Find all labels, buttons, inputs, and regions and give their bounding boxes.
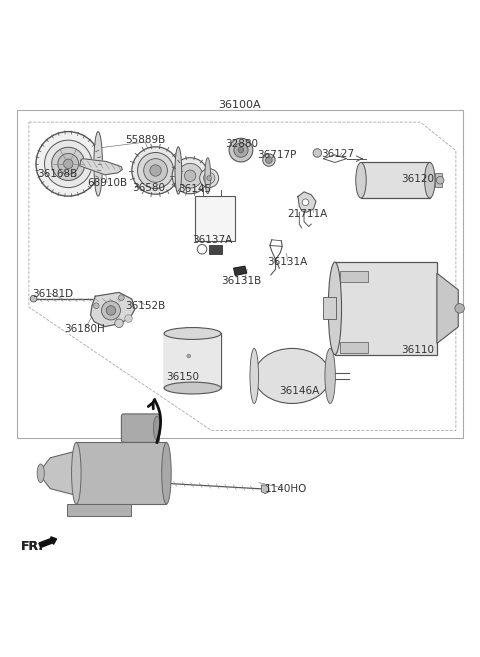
Ellipse shape bbox=[94, 131, 102, 196]
Text: 36131A: 36131A bbox=[267, 257, 308, 267]
Ellipse shape bbox=[205, 158, 211, 194]
Bar bbox=[361, 162, 430, 198]
Text: 36137A: 36137A bbox=[192, 235, 233, 245]
Ellipse shape bbox=[325, 348, 336, 403]
Circle shape bbox=[178, 164, 203, 188]
Ellipse shape bbox=[154, 417, 160, 440]
Polygon shape bbox=[261, 485, 269, 493]
Text: FR.: FR. bbox=[21, 540, 44, 553]
Circle shape bbox=[204, 172, 215, 184]
Circle shape bbox=[207, 175, 212, 181]
Bar bbox=[195, 196, 235, 240]
Bar bbox=[340, 342, 368, 353]
Ellipse shape bbox=[424, 162, 435, 198]
Text: 36127: 36127 bbox=[322, 149, 355, 159]
Circle shape bbox=[101, 301, 120, 320]
Ellipse shape bbox=[162, 442, 171, 504]
Text: 36152B: 36152B bbox=[125, 301, 166, 311]
Bar bbox=[340, 271, 368, 282]
Circle shape bbox=[30, 295, 37, 302]
Ellipse shape bbox=[37, 464, 44, 482]
Circle shape bbox=[132, 147, 179, 194]
Circle shape bbox=[200, 169, 219, 188]
Circle shape bbox=[36, 131, 100, 196]
Ellipse shape bbox=[175, 147, 181, 194]
Circle shape bbox=[238, 147, 244, 153]
Circle shape bbox=[265, 157, 272, 164]
Text: 55889B: 55889B bbox=[125, 135, 165, 145]
Text: 36110: 36110 bbox=[401, 345, 434, 355]
Circle shape bbox=[184, 170, 196, 181]
Polygon shape bbox=[298, 192, 316, 212]
Ellipse shape bbox=[72, 442, 81, 504]
Bar bbox=[17, 110, 463, 438]
Text: FR.: FR. bbox=[21, 540, 44, 553]
Text: 36120: 36120 bbox=[401, 174, 434, 184]
Text: 36168B: 36168B bbox=[37, 169, 77, 179]
Circle shape bbox=[63, 159, 73, 169]
Circle shape bbox=[125, 315, 132, 323]
Circle shape bbox=[197, 244, 207, 254]
Bar bbox=[335, 262, 437, 355]
Circle shape bbox=[52, 147, 85, 181]
Polygon shape bbox=[323, 155, 347, 162]
Circle shape bbox=[229, 138, 253, 162]
Text: 36717P: 36717P bbox=[257, 150, 297, 160]
Polygon shape bbox=[91, 292, 135, 327]
Circle shape bbox=[187, 354, 191, 358]
Circle shape bbox=[115, 319, 123, 328]
Circle shape bbox=[313, 148, 322, 157]
Circle shape bbox=[119, 295, 124, 300]
Circle shape bbox=[436, 177, 444, 184]
Circle shape bbox=[106, 306, 116, 315]
Ellipse shape bbox=[356, 162, 366, 198]
Polygon shape bbox=[234, 266, 247, 275]
Text: 36180H: 36180H bbox=[64, 323, 105, 334]
Text: 36150: 36150 bbox=[167, 372, 200, 382]
Polygon shape bbox=[80, 158, 122, 175]
FancyArrow shape bbox=[39, 537, 57, 547]
Circle shape bbox=[234, 143, 248, 157]
Polygon shape bbox=[437, 273, 458, 344]
FancyBboxPatch shape bbox=[121, 414, 159, 442]
Text: 68910B: 68910B bbox=[87, 178, 127, 189]
Text: 32880: 32880 bbox=[225, 139, 258, 149]
Bar bbox=[76, 442, 167, 504]
Polygon shape bbox=[41, 451, 74, 495]
Bar bbox=[164, 334, 221, 388]
Polygon shape bbox=[67, 504, 131, 516]
Text: 36100A: 36100A bbox=[219, 100, 261, 110]
Circle shape bbox=[137, 152, 174, 189]
Text: 36181D: 36181D bbox=[32, 289, 73, 300]
Bar bbox=[209, 244, 222, 254]
Ellipse shape bbox=[164, 382, 221, 394]
Text: 36145: 36145 bbox=[179, 185, 212, 194]
Text: 21711A: 21711A bbox=[288, 209, 328, 219]
Ellipse shape bbox=[250, 348, 259, 403]
Circle shape bbox=[150, 165, 161, 176]
Bar bbox=[323, 297, 336, 319]
Text: 1140HO: 1140HO bbox=[264, 484, 307, 494]
Circle shape bbox=[94, 303, 99, 309]
Text: 36131B: 36131B bbox=[221, 275, 261, 286]
Circle shape bbox=[455, 304, 465, 313]
Ellipse shape bbox=[254, 348, 330, 403]
Text: 36580: 36580 bbox=[132, 183, 165, 193]
Circle shape bbox=[144, 158, 168, 183]
Circle shape bbox=[172, 158, 208, 194]
Ellipse shape bbox=[164, 328, 221, 340]
Circle shape bbox=[45, 140, 92, 188]
Circle shape bbox=[302, 199, 309, 206]
Ellipse shape bbox=[328, 262, 342, 355]
Circle shape bbox=[58, 154, 79, 174]
Bar bbox=[434, 173, 442, 187]
Text: 36146A: 36146A bbox=[279, 386, 320, 396]
Circle shape bbox=[263, 154, 275, 166]
